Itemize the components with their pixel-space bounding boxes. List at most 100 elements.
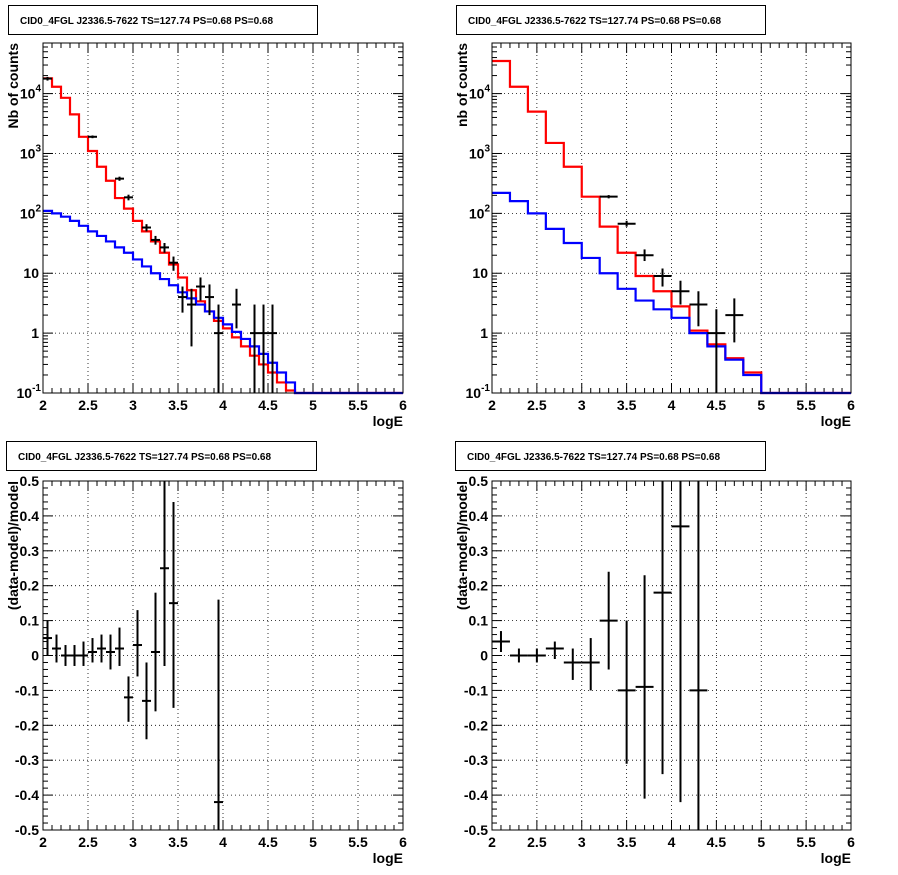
chart-title: CID0_4FGL J2336.5-7622 TS=127.74 PS=0.68… bbox=[20, 16, 273, 27]
x-tick-label: 3 bbox=[129, 834, 137, 850]
y-tick-label: 102 bbox=[469, 203, 491, 221]
y-tick-label: -0.1 bbox=[15, 682, 39, 698]
x-tick-label: 6 bbox=[847, 397, 855, 413]
residual-point bbox=[70, 645, 79, 666]
x-tick-label: 4.5 bbox=[258, 397, 278, 413]
residual-point bbox=[88, 638, 97, 663]
residual-point bbox=[169, 501, 178, 708]
y-tick-label: 1 bbox=[31, 325, 39, 341]
y-axis-label: nb of counts bbox=[454, 43, 470, 127]
residual-point bbox=[214, 599, 223, 830]
x-tick-label: 5 bbox=[757, 397, 765, 413]
data-point bbox=[178, 286, 187, 313]
title-box bbox=[6, 441, 317, 471]
x-tick-label: 6 bbox=[399, 834, 407, 850]
series-data bbox=[43, 76, 277, 393]
y-tick-label: -0.2 bbox=[464, 717, 488, 733]
chart-title: CID0_4FGL J2336.5-7622 TS=127.74 PS=0.68… bbox=[467, 452, 720, 463]
plot-frame bbox=[491, 480, 852, 831]
residual-point bbox=[492, 631, 510, 653]
x-tick-label: 6 bbox=[399, 397, 407, 413]
x-tick-label: 3 bbox=[578, 834, 586, 850]
x-tick-label: 5.5 bbox=[348, 397, 368, 413]
data-point bbox=[268, 304, 277, 393]
x-axis-label: logE bbox=[373, 850, 403, 866]
residual-point bbox=[617, 620, 636, 764]
residual-points bbox=[492, 481, 708, 830]
x-tick-label: 2.5 bbox=[78, 834, 98, 850]
y-tick-label: 102 bbox=[20, 203, 42, 221]
chart-panel-3: 2 2.5 3 3.5 4 4.5 5 5.5 6 -0.5 -0.4 -0.3 -0.2 -0.1 0 0.… bbox=[5, 441, 407, 866]
residual-points bbox=[43, 481, 223, 830]
x-tick-label: 2.5 bbox=[527, 834, 547, 850]
y-tick-label: 0.5 bbox=[20, 473, 40, 489]
residual-point bbox=[509, 648, 528, 663]
y-tick-label: 0.3 bbox=[469, 543, 489, 559]
x-tick-label: 2.5 bbox=[527, 397, 547, 413]
residual-point bbox=[545, 641, 564, 659]
y-tick-label: -0.3 bbox=[464, 752, 488, 768]
y-tick-label: 0 bbox=[31, 648, 39, 664]
x-axis-label: logE bbox=[821, 850, 851, 866]
x-tick-label: 3.5 bbox=[617, 834, 637, 850]
residual-point bbox=[635, 575, 654, 799]
data-point bbox=[725, 298, 744, 343]
x-axis-label: logE bbox=[821, 413, 851, 429]
y-tick-label: 103 bbox=[469, 143, 491, 161]
axis-ticks bbox=[491, 480, 852, 831]
y-tick-label: 0.4 bbox=[469, 508, 489, 524]
plot-frame bbox=[42, 480, 404, 831]
residual-point bbox=[160, 481, 169, 666]
x-tick-label: 4 bbox=[668, 397, 676, 413]
residual-point bbox=[653, 481, 672, 775]
x-tick-label: 5 bbox=[757, 834, 765, 850]
residual-point bbox=[689, 481, 708, 830]
y-tick-label: -0.1 bbox=[464, 682, 488, 698]
series-data bbox=[599, 195, 744, 393]
x-tick-label: 4 bbox=[219, 834, 227, 850]
data-point bbox=[43, 76, 52, 81]
y-tick-label: -0.3 bbox=[15, 752, 39, 768]
y-tick-label: 10 bbox=[472, 265, 488, 281]
y-tick-label: -0.5 bbox=[15, 822, 39, 838]
y-axis-label: (data-model)/model bbox=[5, 481, 21, 610]
axis-ticks bbox=[42, 42, 404, 394]
data-point bbox=[115, 176, 124, 181]
title-box bbox=[456, 5, 766, 35]
x-tick-label: 2 bbox=[39, 834, 47, 850]
chart-panel-4: 2 2.5 3 3.5 4 4.5 5 5.5 6 -0.5 -0.4 -0.3 -0.2 -0.1 0 0.… bbox=[454, 441, 855, 866]
y-tick-label: -0.4 bbox=[464, 787, 488, 803]
y-tick-label: -0.5 bbox=[464, 822, 488, 838]
y-axis-label: (data-model)/model bbox=[454, 481, 470, 610]
chart-title: CID0_4FGL J2336.5-7622 TS=127.74 PS=0.68… bbox=[18, 452, 271, 463]
x-tick-label: 2.5 bbox=[78, 397, 98, 413]
data-point bbox=[88, 135, 97, 139]
y-tick-label: 0.5 bbox=[469, 473, 489, 489]
data-point bbox=[617, 220, 636, 227]
x-tick-label: 4.5 bbox=[707, 834, 727, 850]
data-point bbox=[187, 288, 196, 347]
y-tick-label: 10-1 bbox=[17, 383, 42, 401]
x-tick-label: 4.5 bbox=[258, 834, 278, 850]
data-point bbox=[599, 195, 618, 199]
x-tick-label: 3.5 bbox=[617, 397, 637, 413]
x-tick-label: 3 bbox=[129, 397, 137, 413]
residual-point bbox=[115, 627, 124, 666]
plot-frame bbox=[491, 42, 852, 394]
residual-point bbox=[61, 645, 70, 666]
y-tick-label: -0.4 bbox=[15, 787, 39, 803]
x-tick-label: 2 bbox=[488, 397, 496, 413]
residual-point bbox=[151, 592, 160, 712]
grid-lines bbox=[43, 481, 403, 830]
y-tick-label: 0.1 bbox=[469, 613, 489, 629]
data-point bbox=[232, 288, 241, 329]
data-point bbox=[653, 268, 672, 287]
plot-frame bbox=[42, 42, 404, 394]
residual-point bbox=[97, 634, 106, 663]
residual-point bbox=[124, 676, 133, 722]
y-tick-label: 1 bbox=[480, 325, 488, 341]
x-tick-label: 4 bbox=[219, 397, 227, 413]
y-tick-label: 104 bbox=[469, 84, 491, 102]
grid-lines bbox=[43, 43, 403, 393]
